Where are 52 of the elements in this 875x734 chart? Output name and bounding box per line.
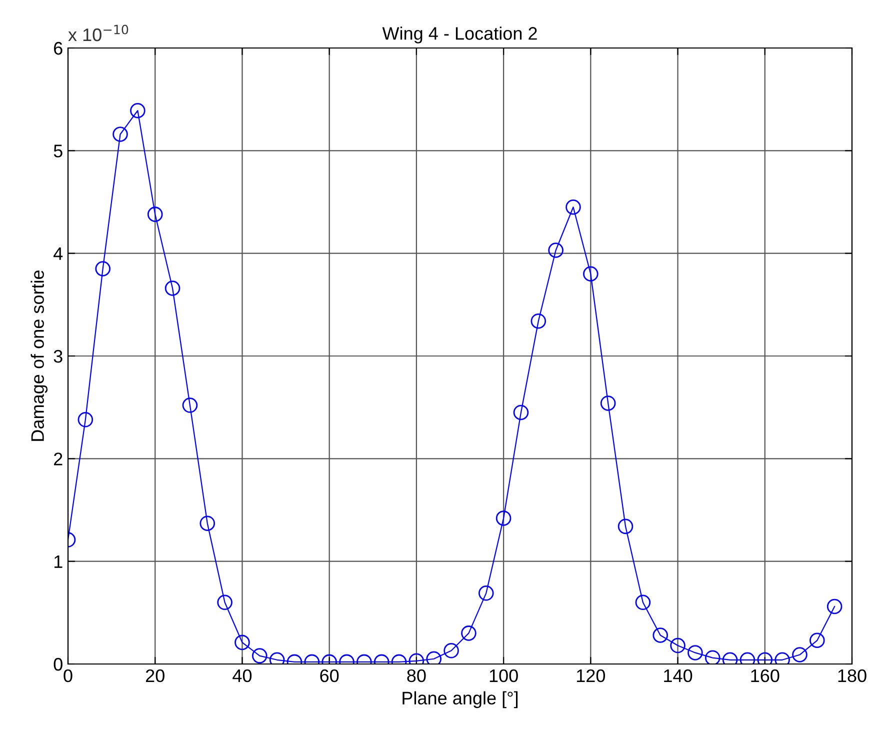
x-tick-label: 120 [576, 669, 606, 682]
point [600, 396, 616, 411]
x-tick-label: 160 [751, 669, 780, 682]
point [548, 242, 564, 258]
point [444, 643, 459, 658]
point [461, 626, 476, 641]
point [810, 632, 825, 648]
point [478, 586, 494, 601]
point [182, 398, 198, 413]
x-tick-label: 100 [490, 669, 518, 682]
point [513, 404, 529, 420]
point [566, 199, 581, 215]
point [652, 628, 668, 643]
point [688, 645, 703, 660]
y-tick-label: 0 [54, 658, 62, 671]
y-tick-label: 4 [54, 247, 63, 260]
x-tick-label: 20 [146, 669, 164, 682]
x-tick-label: 180 [838, 669, 866, 682]
point [530, 313, 546, 329]
point [130, 102, 146, 118]
y-tick-label: 3 [54, 350, 62, 363]
point [112, 126, 128, 142]
point [200, 516, 216, 531]
point [234, 634, 250, 650]
x-tick-label: 40 [232, 669, 252, 682]
point [217, 594, 232, 610]
chart-title: Wing 4 - Location 2 [382, 26, 537, 44]
point [704, 650, 720, 664]
point [78, 412, 94, 428]
point [95, 261, 110, 276]
point [635, 594, 651, 610]
y-axis-title: Damage of one sortie [30, 270, 48, 441]
x-tick-label: 140 [664, 669, 692, 682]
point [496, 510, 512, 526]
point [147, 206, 163, 222]
text: x 10$^{−10}$ [68, 24, 128, 42]
x-tick-label: 60 [320, 669, 339, 682]
point [670, 638, 686, 654]
x-tick-label: 80 [407, 669, 426, 682]
y-tick-label: 5 [54, 144, 62, 158]
y-tick-label: 1 [54, 555, 62, 568]
y-tick-label: 6 [54, 42, 62, 55]
point [252, 648, 268, 664]
point [583, 266, 598, 282]
point [792, 647, 808, 662]
x-axis-title: Plane angle [°] [402, 691, 518, 708]
x-tick-label: 0 [64, 669, 72, 682]
point [826, 598, 842, 614]
point [618, 518, 634, 534]
point [426, 651, 442, 664]
point [164, 280, 180, 296]
y-tick-label: 2 [54, 452, 62, 466]
